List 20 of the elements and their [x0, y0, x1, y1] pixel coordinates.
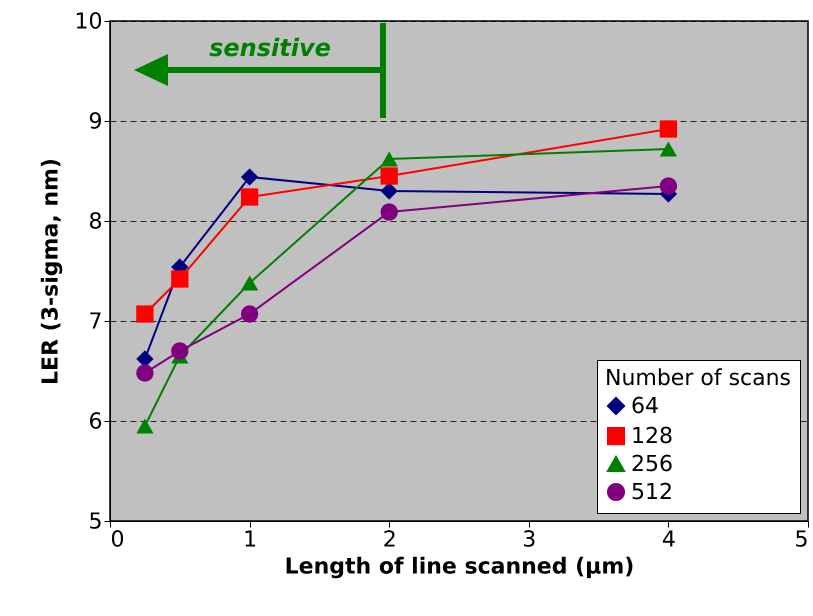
y-tick-label: 10: [74, 10, 102, 34]
x-tick-label: 4: [662, 528, 676, 552]
x-tick-label: 1: [243, 528, 258, 552]
x-tick-label: 3: [522, 528, 536, 552]
legend-label: 256: [631, 452, 673, 477]
legend-label: 64: [631, 394, 659, 419]
y-tick-label: 7: [88, 310, 102, 334]
x-axis-title: Length of line scanned (µm): [284, 554, 634, 580]
y-axis-title: LER (3-sigma, nm): [38, 158, 64, 385]
legend-title: Number of scans: [605, 366, 792, 391]
y-tick-label: 5: [88, 510, 102, 534]
y-tick-label: 6: [88, 410, 102, 434]
x-tick-label: 0: [110, 528, 124, 552]
x-tick-label: 5: [794, 528, 808, 552]
y-tick-label: 9: [88, 110, 102, 134]
x-tick-label: 2: [382, 528, 397, 552]
legend-label: 128: [631, 424, 673, 449]
annotation: sensitive: [209, 34, 331, 62]
legend-label: 512: [631, 480, 673, 505]
y-tick-label: 8: [88, 210, 102, 234]
